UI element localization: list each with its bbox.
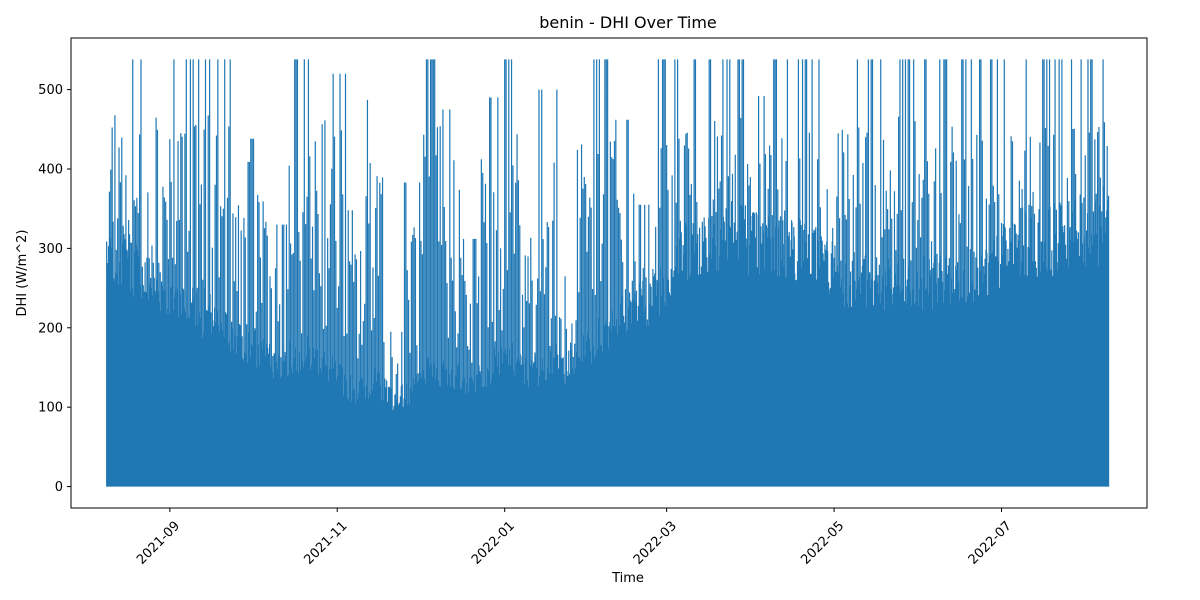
y-tick-label: 300	[38, 242, 63, 257]
y-tick-label: 200	[38, 321, 63, 336]
x-tick-label: 2022-05	[798, 519, 847, 568]
x-axis: 2021-09 2021-11 2022-01 2022-03 2022-05 2022-…	[134, 508, 1015, 568]
y-axis-title: DHI (W/m^2)	[15, 230, 30, 317]
y-tick-label: 0	[55, 480, 63, 495]
x-tick-label: 2021-11	[301, 519, 350, 568]
x-tick-label: 2022-01	[469, 519, 518, 568]
chart-title: benin - DHI Over Time	[539, 13, 717, 32]
x-axis-title: Time	[611, 571, 644, 586]
plot-area	[106, 59, 1110, 487]
y-tick-label: 500	[38, 83, 63, 98]
y-tick-label: 400	[38, 162, 63, 177]
plot-frame	[70, 37, 1148, 509]
y-axis: 0 100 200 300 400 500	[38, 83, 71, 495]
x-tick-label: 2022-03	[631, 519, 680, 568]
y-tick-label: 100	[38, 401, 63, 416]
x-tick-label: 2022-07	[966, 519, 1015, 568]
x-tick-label: 2021-09	[134, 519, 183, 568]
dhi-series-line	[106, 59, 1110, 487]
